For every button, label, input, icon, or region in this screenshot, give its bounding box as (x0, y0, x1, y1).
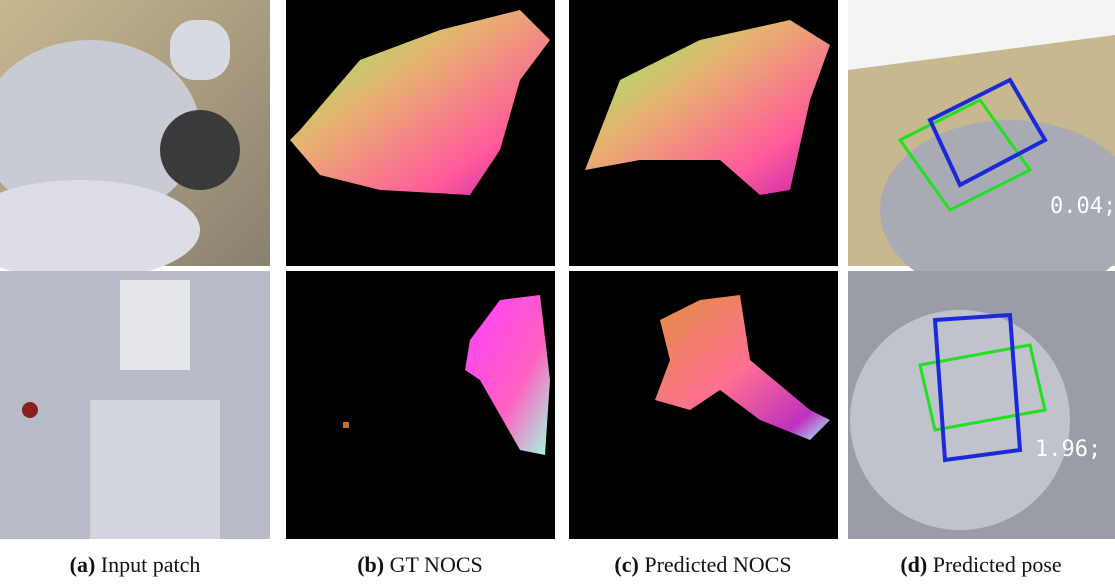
panel-a (0, 0, 270, 539)
panel-c (569, 0, 838, 539)
caption-label: (b) (357, 552, 384, 577)
caption: (d) Predicted pose (900, 552, 1061, 577)
caption: (b) GT NOCS (357, 552, 483, 577)
figure: 0.04; 1.96; 0 (a) Input patch (b) GT NOC… (0, 0, 1115, 585)
overlay-text: 1.96; 0 (1035, 437, 1115, 462)
caption-label: (a) (70, 552, 96, 577)
caption: (a) Input patch (70, 552, 201, 577)
captions: (a) Input patch (b) GT NOCS (c) Predicte… (70, 552, 1062, 577)
caption-text: Predicted NOCS (644, 552, 791, 577)
caption-text: Predicted pose (933, 552, 1062, 577)
caption-text: Input patch (101, 552, 201, 577)
panel-d: 0.04; 1.96; 0 (848, 0, 1115, 539)
panel-b (286, 0, 555, 539)
overlay-text: 0.04; (1050, 194, 1115, 219)
caption: (c) Predicted NOCS (614, 552, 791, 577)
caption-label: (d) (900, 552, 927, 577)
caption-label: (c) (614, 552, 638, 577)
caption-text: GT NOCS (390, 552, 483, 577)
